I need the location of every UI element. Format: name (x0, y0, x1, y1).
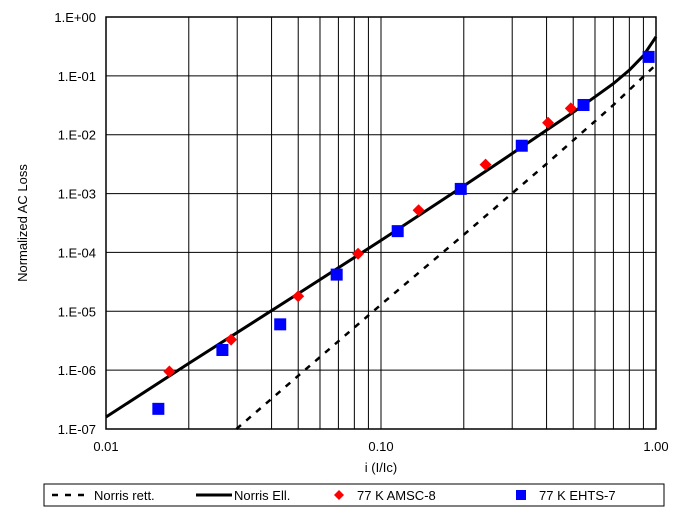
legend-label: 77 K EHTS-7 (539, 488, 616, 503)
y-axis-tick-labels: 1.E+00 1.E-01 1.E-02 1.E-03 1.E-04 1.E-05 1.E-… (54, 10, 96, 437)
y-tick-label: 1.E-01 (58, 69, 96, 84)
data-point-square (515, 139, 528, 152)
x-tick-label: 0.01 (93, 439, 118, 454)
y-tick-label: 1.E-02 (58, 128, 96, 143)
data-point-diamond (542, 116, 555, 129)
data-point-square (391, 225, 404, 238)
y-tick-label: 1.E-07 (58, 422, 96, 437)
y-tick-label: 1.E+00 (54, 10, 96, 25)
legend-label: 77 K AMSC-8 (357, 488, 436, 503)
series-line-0 (235, 63, 657, 430)
data-point-square (274, 318, 287, 331)
legend-label: Norris Ell. (234, 488, 290, 503)
x-tick-label: 0.10 (368, 439, 393, 454)
data-point-diamond (225, 333, 238, 346)
data-point-square (454, 182, 467, 195)
legend-box (43, 483, 665, 507)
data-point-diamond (412, 204, 425, 217)
data-point-diamond (163, 365, 176, 378)
data-point-square (577, 98, 590, 111)
legend: Norris rett. Norris Ell. 77 K AMSC-8 77 K E… (43, 483, 665, 507)
plot-area-frame (105, 16, 657, 430)
x-axis-tick-labels: 0.01 0.10 1.00 (93, 439, 668, 454)
data-point-diamond (564, 102, 577, 115)
y-tick-label: 1.E-06 (58, 363, 96, 378)
data-point-square (642, 50, 655, 63)
data-point-diamond (479, 158, 492, 171)
y-tick-label: 1.E-04 (58, 245, 96, 260)
data-point-diamond (352, 247, 365, 260)
y-axis-title: Normalized AC Loss (15, 164, 30, 282)
data-point-square (216, 343, 229, 356)
data-point-square (152, 402, 165, 415)
legend-swatch-square (516, 490, 526, 500)
grid-lines (106, 17, 656, 429)
legend-label: Norris rett. (94, 488, 155, 503)
data-point-diamond (292, 290, 305, 303)
x-tick-label: 1.00 (643, 439, 668, 454)
x-axis-title: i (I/Ic) (365, 460, 398, 475)
legend-swatch-diamond (334, 490, 344, 500)
series-markers (152, 50, 655, 415)
y-tick-label: 1.E-03 (58, 187, 96, 202)
data-point-square (330, 268, 343, 281)
y-tick-label: 1.E-05 (58, 304, 96, 319)
